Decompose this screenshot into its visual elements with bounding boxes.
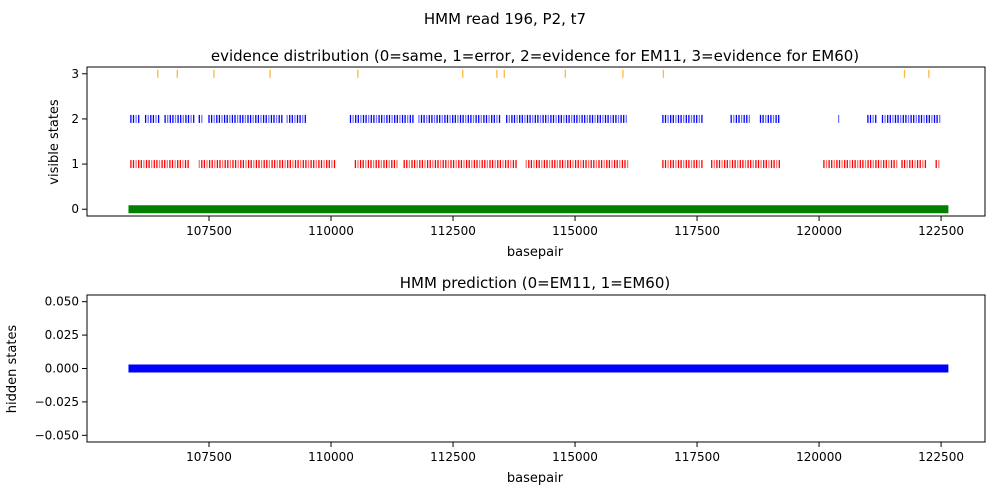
prediction-x-tick-label: 112500 xyxy=(430,450,476,464)
evidence-x-tick-label: 117500 xyxy=(674,224,720,238)
evidence-x-tick-label: 115000 xyxy=(552,224,598,238)
evidence-x-axis-label: basepair xyxy=(507,245,564,260)
prediction-y-tick-label: −0.050 xyxy=(35,428,79,442)
prediction-y-tick-label: 0.025 xyxy=(45,328,79,342)
evidence-y-tick-label: 0 xyxy=(71,202,79,216)
prediction-x-tick-label: 117500 xyxy=(674,450,720,464)
evidence-x-tick-label: 112500 xyxy=(430,224,476,238)
evidence-distribution-panel: evidence distribution (0=same, 1=error, … xyxy=(47,47,986,260)
prediction-x-tick-label: 107500 xyxy=(186,450,232,464)
figure-suptitle: HMM read 196, P2, t7 xyxy=(424,10,586,28)
prediction-y-tick-label: 0.050 xyxy=(45,295,79,309)
evidence-y-axis-label: visible states xyxy=(47,99,62,185)
prediction-x-ticks: 107500 110000 112500 115000 117500 120000 1225… xyxy=(186,442,964,464)
prediction-y-axis-label: hidden states xyxy=(5,325,20,414)
evidence-x-ticks: 107500 110000 112500 115000 117500 120000 1225… xyxy=(186,216,964,238)
evidence-x-tick-label: 122500 xyxy=(918,224,964,238)
evidence-y-ticks: 0 1 2 3 xyxy=(71,67,87,216)
prediction-y-tick-label: 0.000 xyxy=(45,362,79,376)
prediction-chart-title: HMM prediction (0=EM11, 1=EM60) xyxy=(400,274,670,292)
evidence-chart-title: evidence distribution (0=same, 1=error, … xyxy=(211,47,859,65)
prediction-x-tick-label: 110000 xyxy=(308,450,354,464)
evidence-axes-frame xyxy=(86,66,986,217)
evidence-x-tick-label: 120000 xyxy=(796,224,842,238)
prediction-x-tick-label: 120000 xyxy=(796,450,842,464)
evidence-y-tick-label: 2 xyxy=(71,112,79,126)
prediction-x-axis-label: basepair xyxy=(507,471,564,486)
evidence-marks xyxy=(128,69,949,214)
hmm-prediction-panel: HMM prediction (0=EM11, 1=EM60) 107500 11… xyxy=(5,274,986,486)
prediction-y-ticks: 0.050 0.025 0.000 −0.025 −0.050 xyxy=(35,295,87,442)
evidence-y-tick-label: 1 xyxy=(71,157,79,171)
evidence-x-tick-label: 110000 xyxy=(308,224,354,238)
evidence-y-tick-label: 3 xyxy=(71,67,79,81)
evidence-x-tick-label: 107500 xyxy=(186,224,232,238)
prediction-x-tick-label: 122500 xyxy=(918,450,964,464)
prediction-y-tick-label: −0.025 xyxy=(35,395,79,409)
prediction-x-tick-label: 115000 xyxy=(552,450,598,464)
